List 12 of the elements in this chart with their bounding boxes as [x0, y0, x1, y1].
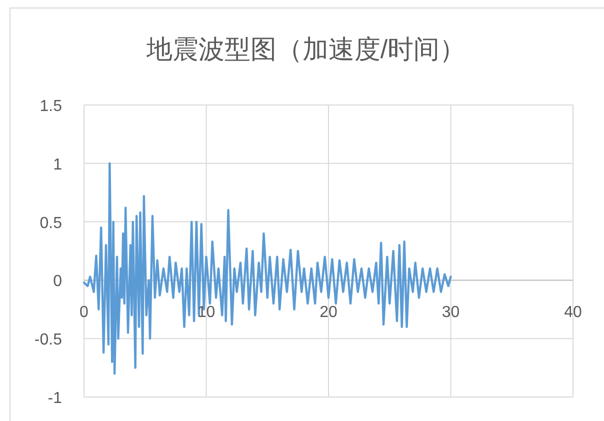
y-tick-label: -1 — [48, 390, 62, 407]
y-tick-label: 1 — [53, 156, 62, 174]
x-tick-label: 20 — [320, 304, 338, 322]
y-tick-label: -0.5 — [34, 332, 62, 349]
y-tick-label: 1.5 — [40, 98, 62, 115]
chart-title: 地震波型图（加速度/时间） — [145, 34, 466, 64]
x-tick-label: 30 — [442, 304, 460, 322]
x-tick-label: 10 — [197, 304, 216, 322]
y-tick-label: 0 — [53, 273, 62, 290]
y-tick-label: 0.5 — [40, 214, 62, 232]
x-tick-label: 0 — [80, 304, 89, 322]
x-tick-label: 40 — [564, 304, 582, 322]
